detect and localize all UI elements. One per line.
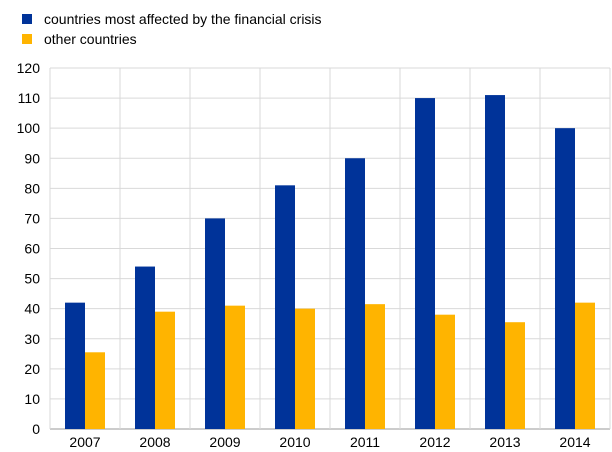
y-tick-label: 30 <box>24 331 40 347</box>
legend-swatch-series-1 <box>22 34 32 44</box>
x-tick-label: 2011 <box>350 434 380 450</box>
bar-series-0-2014 <box>555 128 575 429</box>
bar-series-1-2011 <box>365 304 385 429</box>
bar-series-1-2007 <box>85 352 105 429</box>
bar-series-1-2013 <box>505 322 525 429</box>
legend-item-series-1: other countries <box>22 29 322 49</box>
bar-series-0-2009 <box>205 218 225 429</box>
y-tick-label: 40 <box>24 301 40 317</box>
y-tick-label: 80 <box>24 180 40 196</box>
legend-swatch-series-0 <box>22 14 32 24</box>
y-tick-label: 110 <box>18 90 41 106</box>
x-tick-label: 2012 <box>419 434 450 450</box>
x-tick-label: 2014 <box>559 434 590 450</box>
legend-label-series-0: countries most affected by the financial… <box>44 11 322 27</box>
y-tick-label: 60 <box>24 241 40 257</box>
y-tick-label: 20 <box>24 361 40 377</box>
legend-item-series-0: countries most affected by the financial… <box>22 9 322 29</box>
bar-series-1-2012 <box>435 314 455 429</box>
y-tick-label: 0 <box>32 421 40 437</box>
bar-series-1-2014 <box>575 302 595 429</box>
x-tick-label: 2013 <box>489 434 520 450</box>
x-tick-label: 2010 <box>279 434 310 450</box>
bar-series-1-2010 <box>295 308 315 429</box>
legend-label-series-1: other countries <box>44 31 137 47</box>
chart-legend: countries most affected by the financial… <box>22 9 322 49</box>
x-tick-label: 2008 <box>139 434 170 450</box>
bar-series-0-2011 <box>345 158 365 429</box>
y-tick-label: 90 <box>24 150 40 166</box>
y-tick-label: 70 <box>24 210 40 226</box>
bar-series-1-2008 <box>155 311 175 429</box>
bar-series-0-2007 <box>65 302 85 429</box>
y-tick-label: 10 <box>24 391 40 407</box>
y-tick-label: 100 <box>17 120 41 136</box>
x-tick-label: 2009 <box>209 434 240 450</box>
y-tick-label: 50 <box>24 271 40 287</box>
bar-series-1-2009 <box>225 305 245 429</box>
bar-series-0-2010 <box>275 185 295 429</box>
bar-series-0-2013 <box>485 95 505 429</box>
y-tick-label: 120 <box>17 60 41 76</box>
bar-series-0-2012 <box>415 98 435 429</box>
bar-series-0-2008 <box>135 266 155 429</box>
x-tick-label: 2007 <box>69 434 100 450</box>
